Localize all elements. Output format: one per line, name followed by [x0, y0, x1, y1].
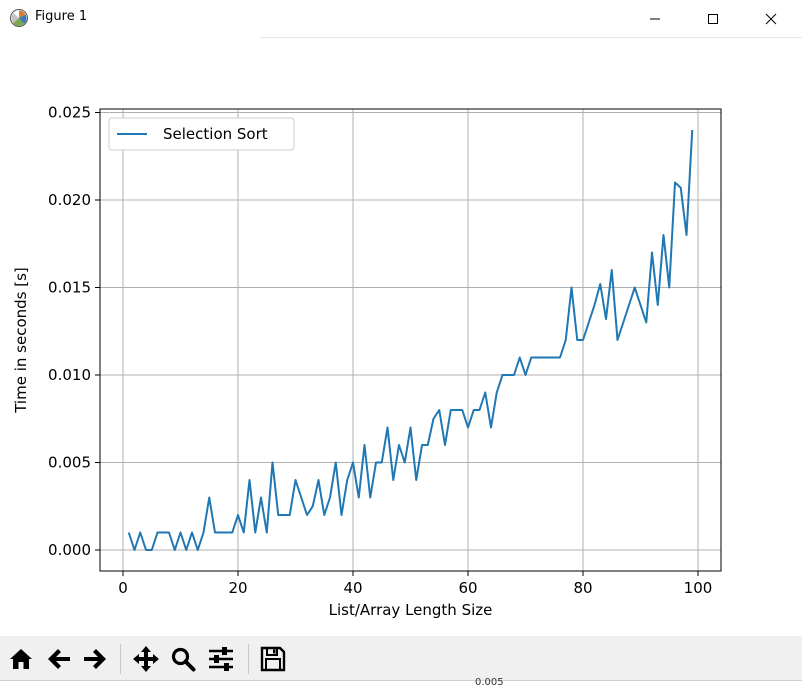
y-axis-label: Time in seconds [s] — [12, 267, 30, 414]
toolbar-separator — [248, 644, 249, 674]
x-tick-label: 80 — [573, 579, 592, 597]
series-lines — [127, 129, 694, 551]
magnifier-icon — [171, 647, 196, 672]
y-tick-label: 0.010 — [48, 366, 91, 384]
y-tick-label: 0.015 — [48, 279, 91, 297]
y-axis-ticks: 0.000 0.005 0.010 0.015 0.020 0.025 — [48, 104, 100, 559]
x-tick-label: 40 — [343, 579, 362, 597]
y-tick-label: 0.020 — [48, 191, 91, 209]
window-title: Figure 1 — [35, 9, 88, 24]
minimize-button[interactable] — [626, 0, 684, 37]
status-text: 0.005 — [475, 677, 504, 688]
sliders-icon — [209, 647, 233, 671]
x-tick-label: 60 — [458, 579, 477, 597]
back-button[interactable] — [44, 644, 74, 674]
figure-canvas[interactable]: 0 20 40 60 80 100 0.000 0.005 0.010 0.015 0.020 0.… — [0, 38, 802, 636]
grid-lines — [100, 109, 721, 571]
legend-label: Selection Sort — [163, 125, 268, 143]
arrow-right-icon — [84, 649, 106, 669]
maximize-button[interactable] — [684, 0, 742, 37]
zoom-button[interactable] — [168, 644, 198, 674]
x-axis-label: List/Array Length Size — [329, 601, 493, 619]
minimize-icon — [650, 18, 660, 19]
close-button[interactable] — [742, 0, 800, 37]
status-bar: 0.005 — [0, 677, 802, 688]
toolbar-separator — [120, 644, 121, 674]
close-icon — [765, 13, 777, 24]
home-icon — [10, 649, 32, 669]
legend: Selection Sort — [108, 117, 295, 151]
move-icon — [133, 646, 159, 672]
floppy-disk-icon — [260, 646, 286, 672]
matplotlib-icon — [10, 9, 28, 27]
line-chart[interactable]: 0 20 40 60 80 100 0.0000.0050.0100.0150.0200.… — [0, 38, 802, 636]
arrow-left-icon — [48, 649, 70, 669]
y-tick-label: 0.005 — [48, 454, 91, 472]
x-tick-label: 0 — [118, 579, 128, 597]
title-divider — [260, 37, 802, 38]
maximize-icon — [708, 13, 718, 24]
configure-subplots-button[interactable] — [206, 644, 236, 674]
forward-button[interactable] — [80, 644, 110, 674]
save-button[interactable] — [258, 644, 288, 674]
series-line-selection-sort — [127, 129, 694, 551]
x-tick-label: 20 — [228, 579, 247, 597]
legend-box — [108, 117, 295, 151]
axes-frame — [99, 108, 722, 572]
y-tick-label: 0.025 — [48, 104, 91, 122]
x-tick-label: 100 — [684, 579, 713, 597]
x-axis-ticks: 0 20 40 60 80 100 — [118, 571, 712, 597]
home-button[interactable] — [6, 644, 36, 674]
title-bar: Figure 1 — [0, 0, 802, 37]
pan-button[interactable] — [131, 644, 161, 674]
y-tick-label: 0.000 — [48, 541, 91, 559]
navigation-toolbar — [0, 636, 802, 686]
